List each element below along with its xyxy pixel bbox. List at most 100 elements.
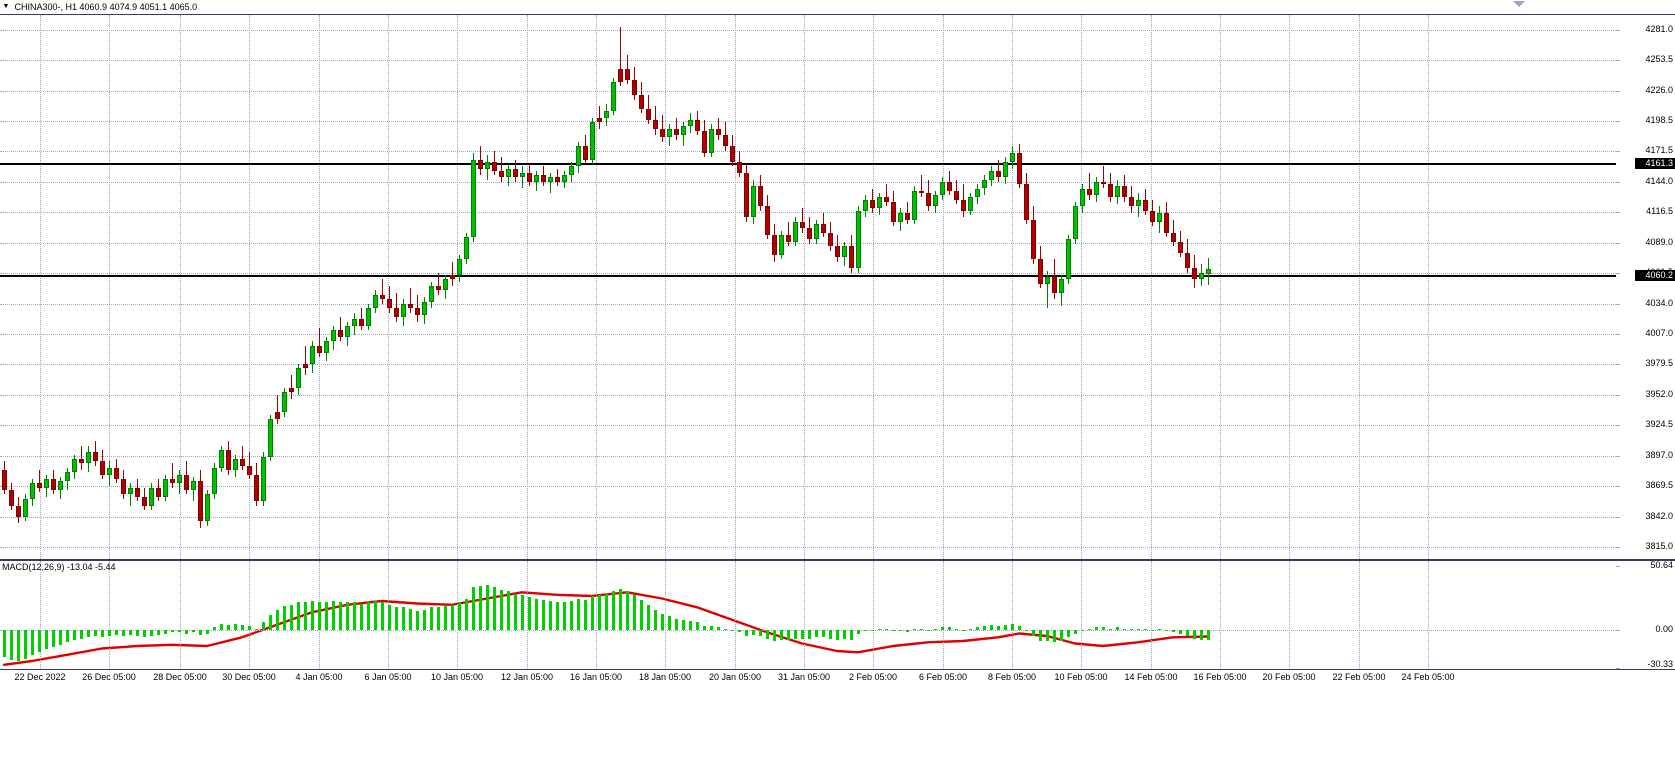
candle-body — [527, 172, 532, 182]
candle-body — [779, 235, 784, 256]
candle-body — [926, 192, 931, 207]
time-axis-label: 22 Dec 2022 — [14, 672, 66, 682]
candlestick — [310, 15, 315, 559]
candle-body — [569, 166, 574, 176]
candle-body — [1003, 161, 1008, 178]
macd-histogram-bar — [1067, 629, 1070, 638]
candle-body — [310, 345, 315, 364]
time-gridline — [1081, 15, 1082, 559]
candle-wick — [39, 470, 40, 493]
time-axis-label: 6 Feb 05:00 — [918, 672, 968, 682]
candle-body — [646, 108, 651, 120]
price-level-line[interactable] — [0, 274, 1616, 277]
price-scale-label: 4171.5 — [1645, 145, 1673, 156]
candlestick — [1024, 15, 1029, 559]
price-scale-tick — [1616, 181, 1620, 183]
macd-histogram-bar — [1046, 629, 1049, 641]
candlestick — [681, 15, 686, 559]
price-gridline — [0, 546, 1616, 548]
candle-body — [471, 159, 476, 238]
candle-body — [464, 237, 469, 260]
candle-body — [961, 199, 966, 211]
macd-histogram-bar — [248, 626, 251, 630]
candlestick — [1185, 15, 1190, 559]
candle-body — [1073, 206, 1078, 240]
candlestick — [597, 15, 602, 559]
candle-body — [478, 159, 483, 169]
candlestick — [555, 15, 560, 559]
macd-histogram-bar — [1025, 629, 1028, 631]
candle-wick — [277, 394, 278, 424]
macd-histogram-bar — [1074, 629, 1077, 634]
price-chart-pane[interactable]: 4281.0 4253.5 4226.0 4198.5 4171.5 4144.0 4116… — [0, 14, 1675, 560]
time-gridline — [109, 15, 110, 559]
price-scale-label: 4034.0 — [1645, 297, 1673, 308]
price-gridline — [0, 486, 1616, 488]
candle-wick — [788, 221, 789, 247]
macd-histogram-bar — [360, 603, 363, 630]
macd-histogram-bar — [24, 629, 27, 659]
price-scale-tick — [1616, 121, 1620, 123]
price-scale-label: 3869.5 — [1645, 480, 1673, 491]
candlestick — [800, 15, 805, 559]
macd-histogram-bar — [535, 598, 538, 630]
time-gridline — [1359, 15, 1360, 559]
price-scale[interactable]: 4281.0 4253.5 4226.0 4198.5 4171.5 4144.0 4116… — [1616, 15, 1675, 559]
candlestick — [604, 15, 609, 559]
candle-body — [422, 301, 427, 315]
macd-histogram-bar — [276, 609, 279, 630]
macd-plot-area[interactable] — [0, 561, 1616, 669]
price-gridline — [0, 121, 1616, 123]
candlestick — [212, 15, 217, 559]
candle-wick — [438, 272, 439, 295]
price-gridline — [0, 394, 1616, 396]
candlestick — [548, 15, 553, 559]
time-axis[interactable]: 22 Dec 2022 26 Dec 05:00 28 Dec 05:00 30 De… — [0, 670, 1675, 763]
time-axis-label: 26 Dec 05:00 — [82, 672, 136, 682]
time-gridline — [319, 15, 320, 559]
macd-scale-label: -30.33 — [1647, 659, 1673, 669]
candle-body — [716, 128, 721, 136]
candlestick — [709, 15, 714, 559]
macd-histogram-bar — [682, 619, 685, 630]
candlestick — [16, 15, 21, 559]
macd-histogram-bar — [556, 602, 559, 630]
candlestick — [625, 15, 630, 559]
chart-menu-arrow-icon[interactable]: ▼ — [2, 3, 10, 10]
macd-histogram-bar — [878, 628, 881, 630]
price-gridline — [0, 29, 1616, 31]
chart-top-marker-icon — [1513, 1, 1525, 7]
time-gridline — [527, 15, 528, 559]
price-scale-tick — [1616, 425, 1620, 427]
candlestick — [1003, 15, 1008, 559]
candle-body — [191, 481, 196, 491]
candlestick — [324, 15, 329, 559]
candlestick — [1143, 15, 1148, 559]
candle-body — [1052, 277, 1057, 293]
price-scale-tick — [1616, 60, 1620, 62]
candle-body — [618, 68, 623, 83]
candle-wick — [361, 308, 362, 331]
time-gridline — [735, 561, 736, 669]
macd-pane[interactable]: MACD(12,26,9) -13.04 -5.44 50.64 0.00 -30.… — [0, 560, 1675, 670]
candlestick — [1094, 15, 1099, 559]
candlestick — [289, 15, 294, 559]
candlestick — [919, 15, 924, 559]
macd-histogram-bar — [45, 629, 48, 649]
macd-histogram-bar — [871, 629, 874, 631]
macd-histogram-bar — [528, 597, 531, 630]
time-gridline — [40, 15, 41, 559]
candle-body — [863, 199, 868, 211]
candlestick — [702, 15, 707, 559]
candlestick — [114, 15, 119, 559]
candle-wick — [340, 317, 341, 342]
price-plot-area[interactable] — [0, 15, 1616, 559]
macd-histogram-bar — [836, 629, 839, 640]
price-level-line[interactable] — [0, 162, 1616, 165]
macd-histogram-bar — [612, 591, 615, 630]
candle-body — [135, 487, 140, 497]
candlestick — [1087, 15, 1092, 559]
time-gridline — [1151, 15, 1152, 559]
macd-histogram-bar — [465, 598, 468, 630]
candle-body — [93, 452, 98, 462]
